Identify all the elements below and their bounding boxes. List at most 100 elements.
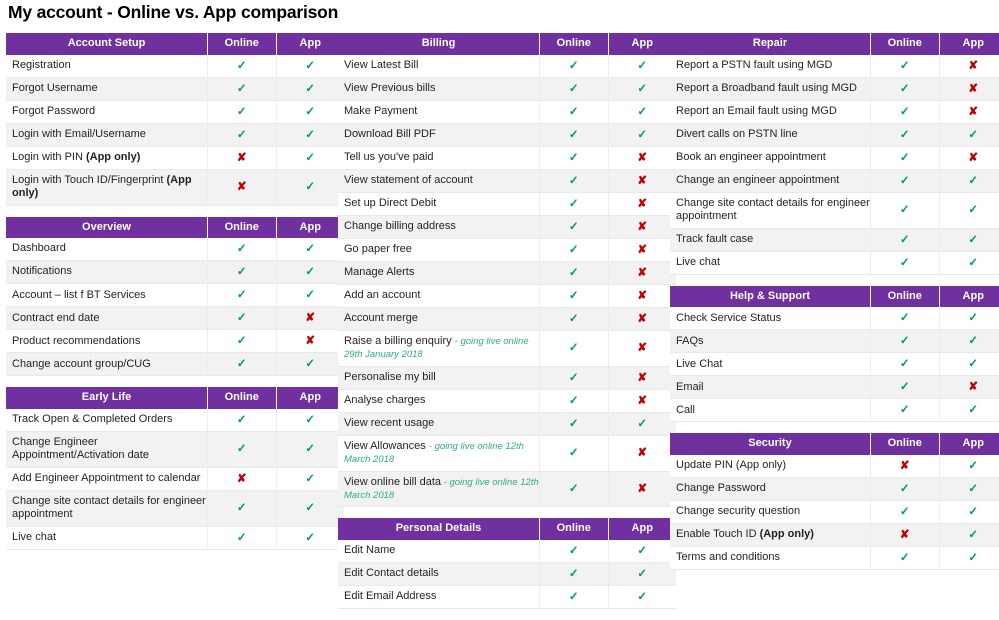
availability-note: - going live online 29th January 2018 [344, 335, 529, 361]
feature-label-text: View online bill data [344, 475, 442, 488]
feature-label-text: View statement of account [344, 174, 473, 187]
cell-app: ✘ [938, 77, 999, 101]
feature-label-emphasis: (App only) [12, 173, 192, 200]
feature-label: Analyse charges [338, 389, 540, 413]
check-icon: ✓ [968, 256, 979, 269]
cross-icon: ✘ [236, 472, 247, 485]
table-row: Notifications ✓ ✓ [6, 260, 344, 285]
cell-online: ✓ [207, 431, 276, 468]
table-row: Report a Broadband fault using MGD ✓ ✘ [670, 77, 999, 101]
comparison-table-help-support: Help & Support Online App Check Service Sta… [670, 285, 999, 423]
tables-column-right: Repair Online App Report a PSTN fault using… [670, 33, 999, 581]
cell-online: ✓ [870, 329, 939, 354]
column-header-online: Online [207, 216, 277, 239]
feature-label: Report a Broadband fault using MGD [670, 77, 871, 101]
feature-label-text: Report an Email fault using MGD [676, 104, 837, 117]
cell-app: ✓ [275, 169, 344, 206]
cell-app: ✓ [607, 539, 676, 563]
feature-label: Edit Email Address [338, 585, 540, 610]
check-icon: ✓ [236, 82, 247, 95]
table-title-early-life: Early Life [6, 387, 208, 409]
cell-app: ✓ [607, 585, 676, 610]
check-icon: ✓ [568, 197, 579, 210]
cell-online: ✓ [539, 192, 608, 216]
check-icon: ✓ [968, 528, 979, 541]
table-header-row: Billing Online App [338, 33, 676, 55]
feature-label-text: Change security question [676, 505, 801, 518]
table-row: Live chat ✓ ✓ [670, 251, 999, 275]
feature-label-text: Go paper free [344, 243, 412, 256]
table-header-row: Help & Support Online App [670, 285, 999, 308]
cross-icon: ✘ [637, 342, 648, 355]
feature-label-text: Live chat [676, 255, 721, 268]
check-icon: ✓ [968, 233, 979, 246]
feature-label: Manage Alerts [338, 261, 540, 285]
check-icon: ✓ [637, 567, 648, 580]
feature-label-text: Add Engineer Appointment to calendar [12, 472, 201, 485]
cell-online: ✓ [539, 284, 608, 308]
feature-label: Login with Touch ID/Fingerprint (App onl… [6, 169, 208, 206]
check-icon: ✓ [968, 174, 979, 187]
table-row: Tell us you've paid ✓ ✘ [338, 146, 676, 170]
column-header-online: Online [870, 433, 940, 455]
feature-label-text: Registration [12, 58, 71, 71]
feature-label: Terms and conditions [670, 546, 871, 571]
cell-app: ✓ [938, 192, 999, 229]
table-row: Product recommendations ✓ ✘ [6, 329, 344, 354]
check-icon: ✓ [637, 590, 648, 603]
cell-app: ✓ [607, 123, 676, 147]
feature-label: View recent usage [338, 412, 540, 436]
feature-label-text: View Allowances [344, 439, 429, 452]
feature-label-text: Tell us you've paid [344, 151, 434, 163]
check-icon: ✓ [968, 335, 979, 348]
check-icon: ✓ [568, 59, 579, 72]
cell-online: ✓ [539, 169, 608, 193]
cell-online: ✓ [539, 412, 608, 436]
cell-online: ✓ [207, 490, 276, 527]
feature-label: Email [670, 375, 871, 400]
cross-icon: ✘ [637, 174, 648, 187]
cross-icon: ✘ [236, 151, 247, 164]
table-row: Book an engineer appointment ✓ ✘ [670, 146, 999, 170]
cell-app: ✘ [607, 215, 676, 239]
feature-label: Add Engineer Appointment to calendar [6, 467, 208, 491]
table-row: Edit Email Address ✓ ✓ [338, 585, 676, 610]
cell-app: ✓ [275, 238, 344, 262]
feature-label: Live Chat [670, 352, 871, 377]
feature-label: Change Engineer Appointment/Activation d… [6, 431, 208, 468]
comparison-table-account-setup: Account Setup Online App Registration ✓ ✓ Forg… [6, 33, 344, 206]
table-row: View Allowances - going live online 12th… [338, 435, 676, 472]
check-icon: ✓ [899, 381, 910, 394]
check-icon: ✓ [236, 531, 247, 544]
cell-app: ✘ [607, 146, 676, 170]
check-icon: ✓ [568, 417, 579, 430]
table-row: Login with Touch ID/Fingerprint (App onl… [6, 169, 344, 206]
feature-label: FAQs [670, 329, 871, 354]
table-header-row: Security Online App [670, 433, 999, 455]
feature-label-text: View Latest Bill [344, 58, 419, 71]
feature-label: Download Bill PDF [338, 123, 540, 147]
table-row: Change Password ✓ ✓ [670, 477, 999, 501]
table-title-repair: Repair [670, 33, 871, 55]
cell-online: ✓ [207, 306, 276, 331]
check-icon: ✓ [305, 358, 316, 371]
check-icon: ✓ [568, 289, 579, 302]
cell-app: ✓ [938, 546, 999, 571]
cell-online: ✓ [207, 123, 276, 147]
cell-app: ✓ [275, 526, 344, 550]
check-icon: ✓ [637, 417, 648, 430]
check-icon: ✓ [637, 82, 648, 95]
feature-label: Change Password [670, 477, 871, 501]
cross-icon: ✘ [968, 381, 979, 394]
feature-label-emphasis: (App only) [85, 151, 141, 163]
cross-icon: ✘ [637, 289, 648, 302]
check-icon: ✓ [236, 289, 247, 302]
cell-online: ✓ [870, 375, 939, 400]
check-icon: ✓ [305, 443, 316, 456]
feature-label: Change security question [670, 500, 871, 524]
table-row: Raise a billing enquiry - going live onl… [338, 330, 676, 367]
cell-online: ✓ [539, 307, 608, 331]
check-icon: ✓ [305, 151, 316, 164]
check-icon: ✓ [568, 342, 579, 355]
cell-app: ✓ [275, 100, 344, 124]
